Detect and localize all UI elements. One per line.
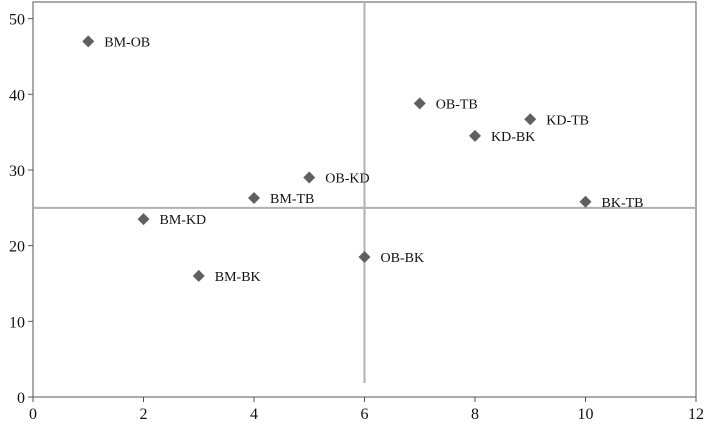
reference-lines bbox=[33, 2, 696, 383]
x-tick-label: 2 bbox=[140, 406, 148, 423]
data-point-marker bbox=[192, 269, 205, 282]
y-tick-label: 0 bbox=[17, 390, 25, 407]
y-tick-label: 20 bbox=[9, 239, 25, 256]
y-tick-label: 50 bbox=[9, 12, 25, 29]
data-point-marker bbox=[524, 113, 537, 126]
data-point-label: OB-TB bbox=[436, 97, 478, 112]
data-point-label: OB-BK bbox=[381, 251, 425, 266]
data-point-label: OB-KD bbox=[325, 172, 369, 187]
data-point-label: KD-TB bbox=[546, 113, 589, 128]
x-tick-label: 8 bbox=[471, 406, 479, 423]
data-point-marker bbox=[413, 97, 426, 110]
data-point-label: BK-TB bbox=[602, 196, 644, 211]
y-axis: 0 10 20 30 40 50 bbox=[9, 12, 33, 407]
x-tick-label: 12 bbox=[688, 406, 704, 423]
x-tick-label: 10 bbox=[578, 406, 594, 423]
data-point-label: KD-BK bbox=[491, 130, 535, 145]
y-tick-label: 10 bbox=[9, 314, 25, 331]
data-point-marker bbox=[248, 191, 260, 204]
x-tick-label: 0 bbox=[29, 406, 37, 423]
data-points: BM-OB BM-KD BM-BK BM-TB OB-KD OB-BK OB-TB KD-BK… bbox=[82, 35, 644, 285]
data-point-label: BM-TB bbox=[270, 192, 314, 207]
data-point-marker bbox=[358, 251, 371, 264]
data-point-label: BM-BK bbox=[215, 270, 261, 285]
y-tick-label: 40 bbox=[9, 87, 25, 104]
x-tick-label: 4 bbox=[250, 406, 258, 423]
data-point-marker bbox=[303, 171, 316, 184]
data-point-marker bbox=[82, 35, 95, 48]
data-point-marker bbox=[469, 129, 481, 142]
x-tick-label: 6 bbox=[361, 406, 369, 423]
y-tick-label: 30 bbox=[9, 163, 25, 180]
data-point-label: BM-OB bbox=[104, 35, 150, 50]
data-point-marker bbox=[137, 213, 150, 226]
data-point-marker bbox=[579, 195, 592, 208]
data-point-label: BM-KD bbox=[160, 213, 207, 228]
x-axis: 0 2 4 6 8 10 12 bbox=[29, 397, 704, 423]
